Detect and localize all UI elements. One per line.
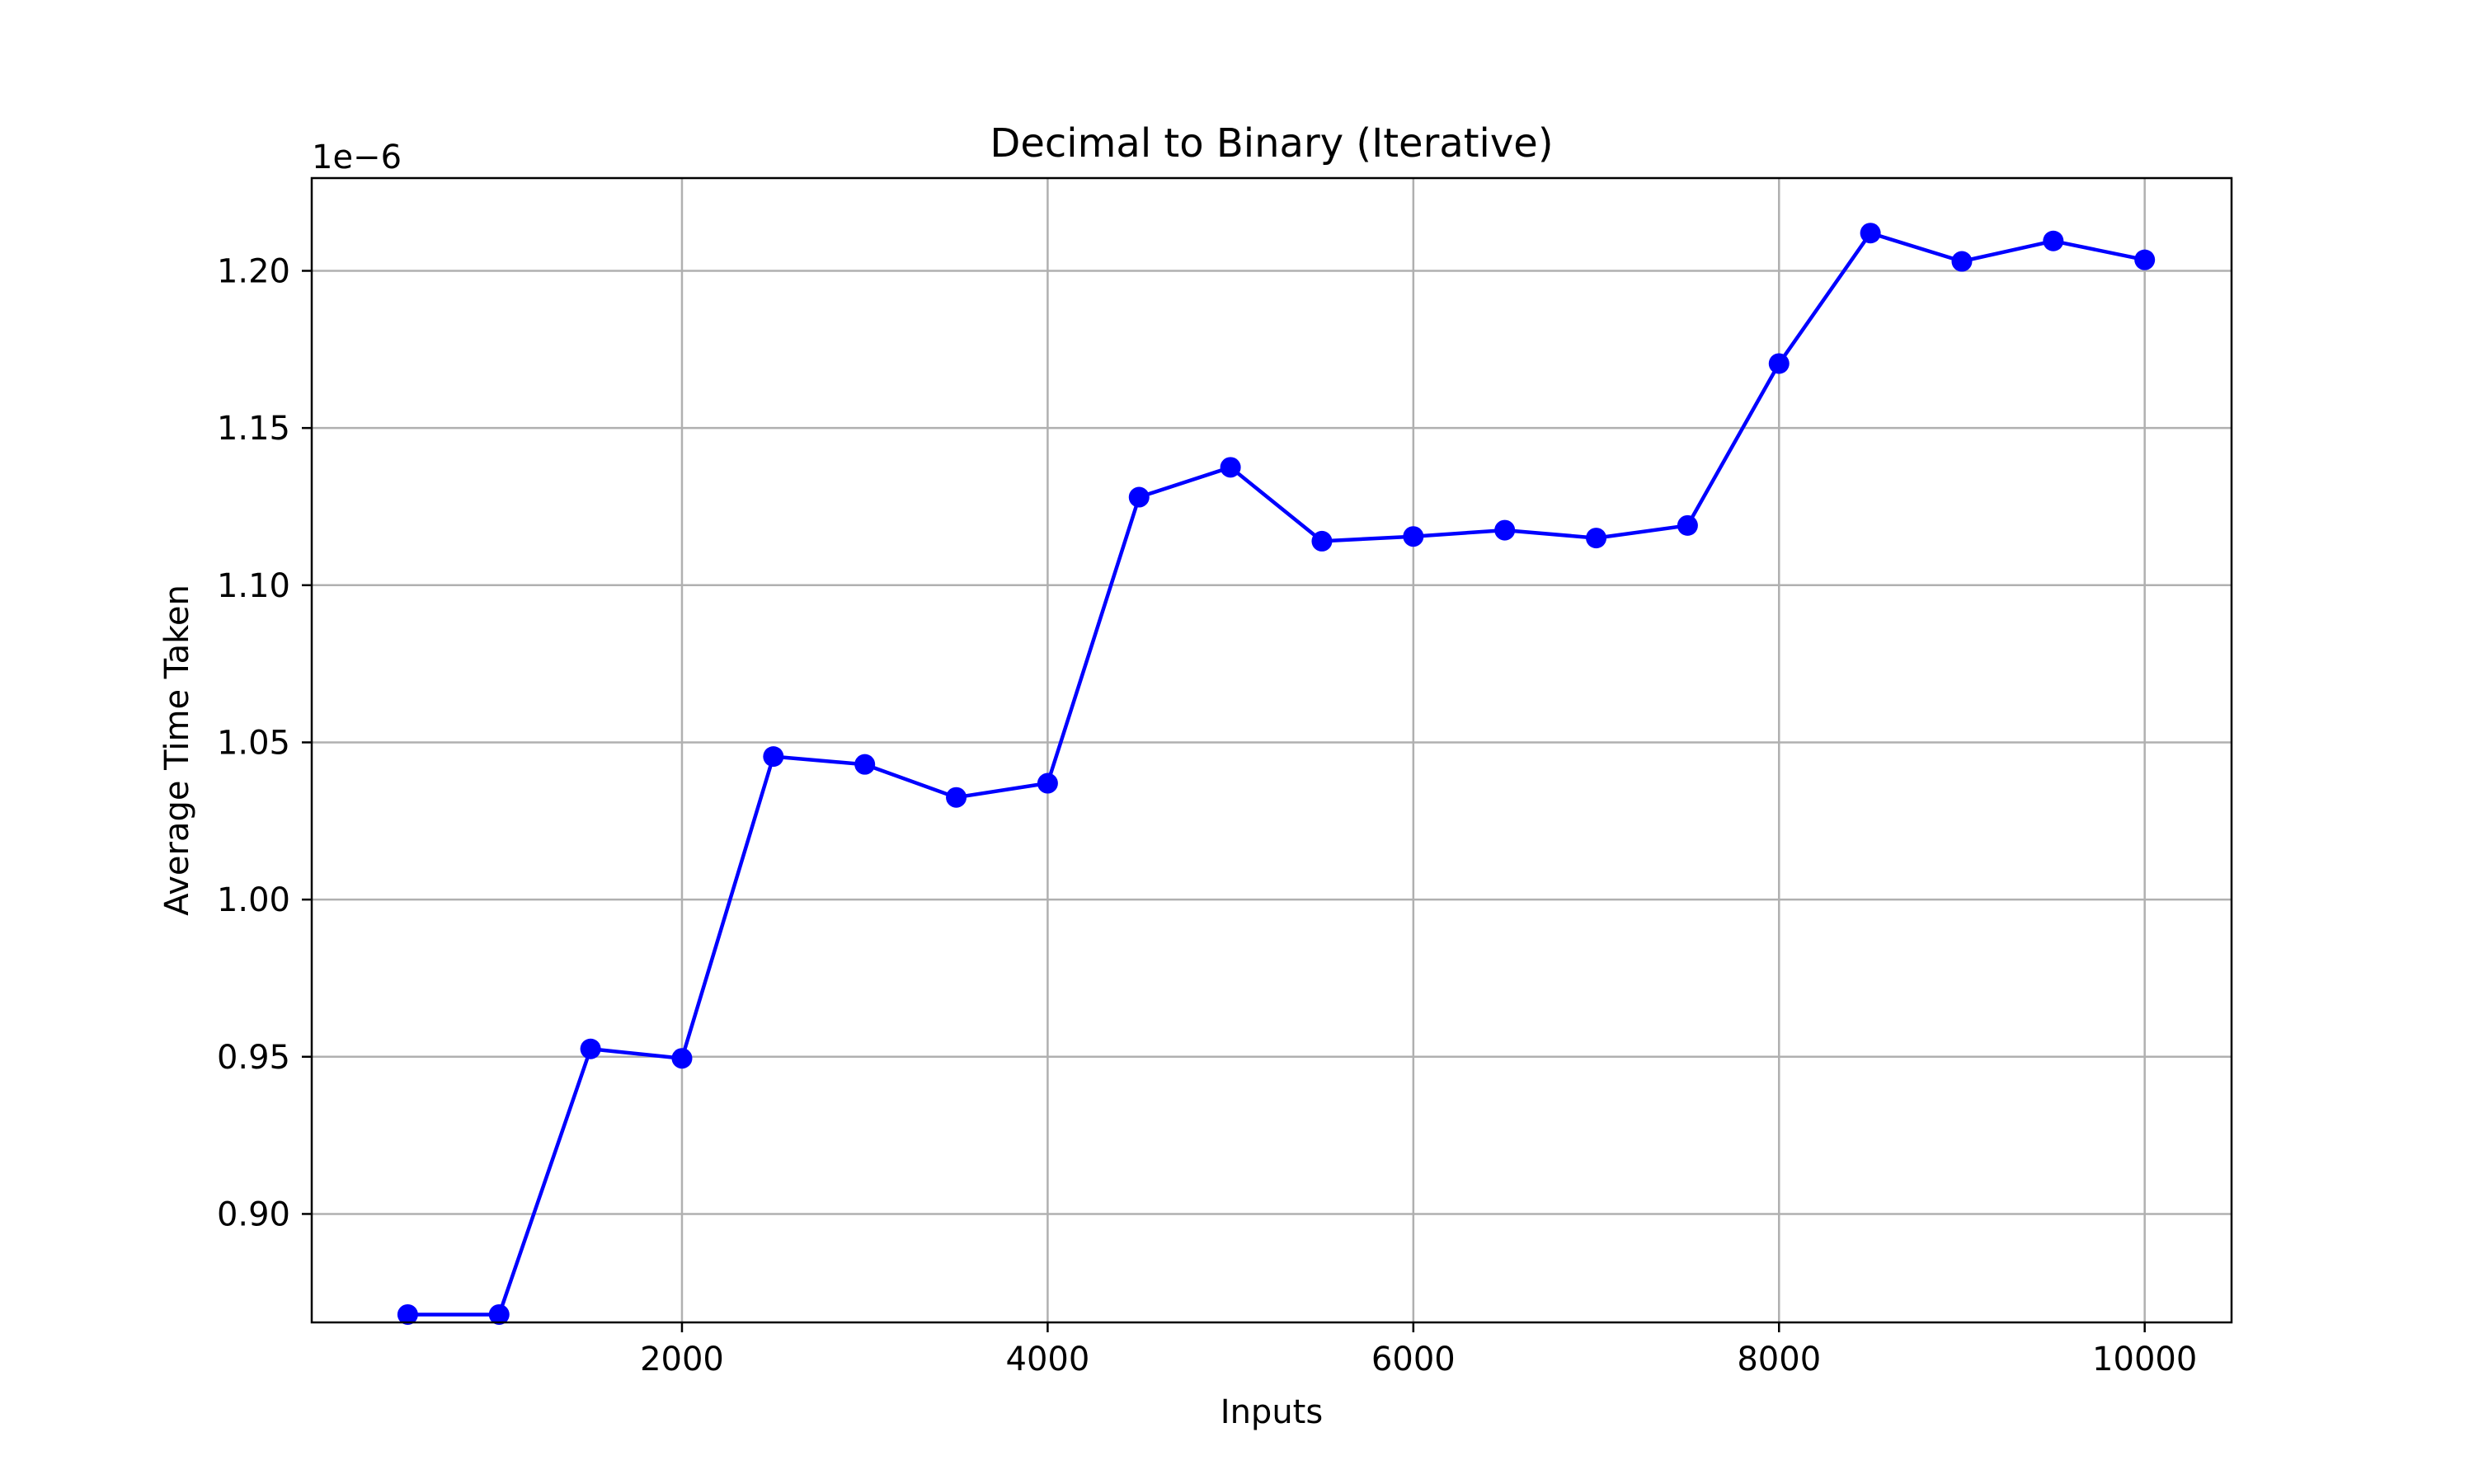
x-axis-title: Inputs [1221,1393,1323,1431]
y-tick-label: 0.95 [217,1039,290,1077]
plot-area-frame [310,176,2233,1324]
data-point-marker [1951,251,1973,272]
x-tick-label: 8000 [1737,1341,1821,1378]
data-point-marker [946,787,967,808]
x-tick-label: 4000 [1006,1341,1090,1378]
y-axis-title: Average Time Taken [158,585,196,916]
data-point-marker [1037,773,1058,794]
data-point-marker [1768,353,1790,374]
data-point-marker [1677,514,1698,536]
y-tick-label: 1.00 [217,881,290,919]
data-point-marker [2134,249,2156,270]
data-point-marker [1220,457,1241,478]
data-point-marker [2043,230,2064,251]
data-point-marker [1860,223,1881,244]
tick-layer: 2000 4000 6000 8000 10000 0.90 0.95 1.00 1.05 1.1… [217,252,2197,1378]
data-point-marker [580,1038,601,1059]
y-tick-label: 0.90 [217,1195,290,1233]
data-point-marker [1586,528,1607,549]
data-point-marker [1128,486,1150,508]
x-tick-label: 2000 [640,1341,724,1378]
data-point-marker [1494,519,1516,541]
data-point-marker [1403,526,1424,547]
data-point-marker [488,1303,510,1325]
series-line [406,231,2147,1317]
data-point-marker [763,746,784,768]
x-tick-label: 10000 [2092,1341,2197,1378]
y-tick-label: 1.05 [217,724,290,762]
y-tick-label: 1.15 [217,410,290,448]
data-point-marker [1311,530,1333,552]
series-layer [397,223,2156,1325]
y-axis-offset-label: 1e−6 [312,139,402,176]
x-tick-label: 6000 [1371,1341,1456,1378]
data-point-marker [671,1048,693,1069]
chart-title: Decimal to Binary (Iterative) [990,120,1553,167]
y-tick-label: 1.20 [217,252,290,290]
data-point-marker [397,1303,418,1325]
y-tick-label: 1.10 [217,567,290,605]
grid-layer [312,178,2232,1322]
data-point-marker [854,754,876,775]
